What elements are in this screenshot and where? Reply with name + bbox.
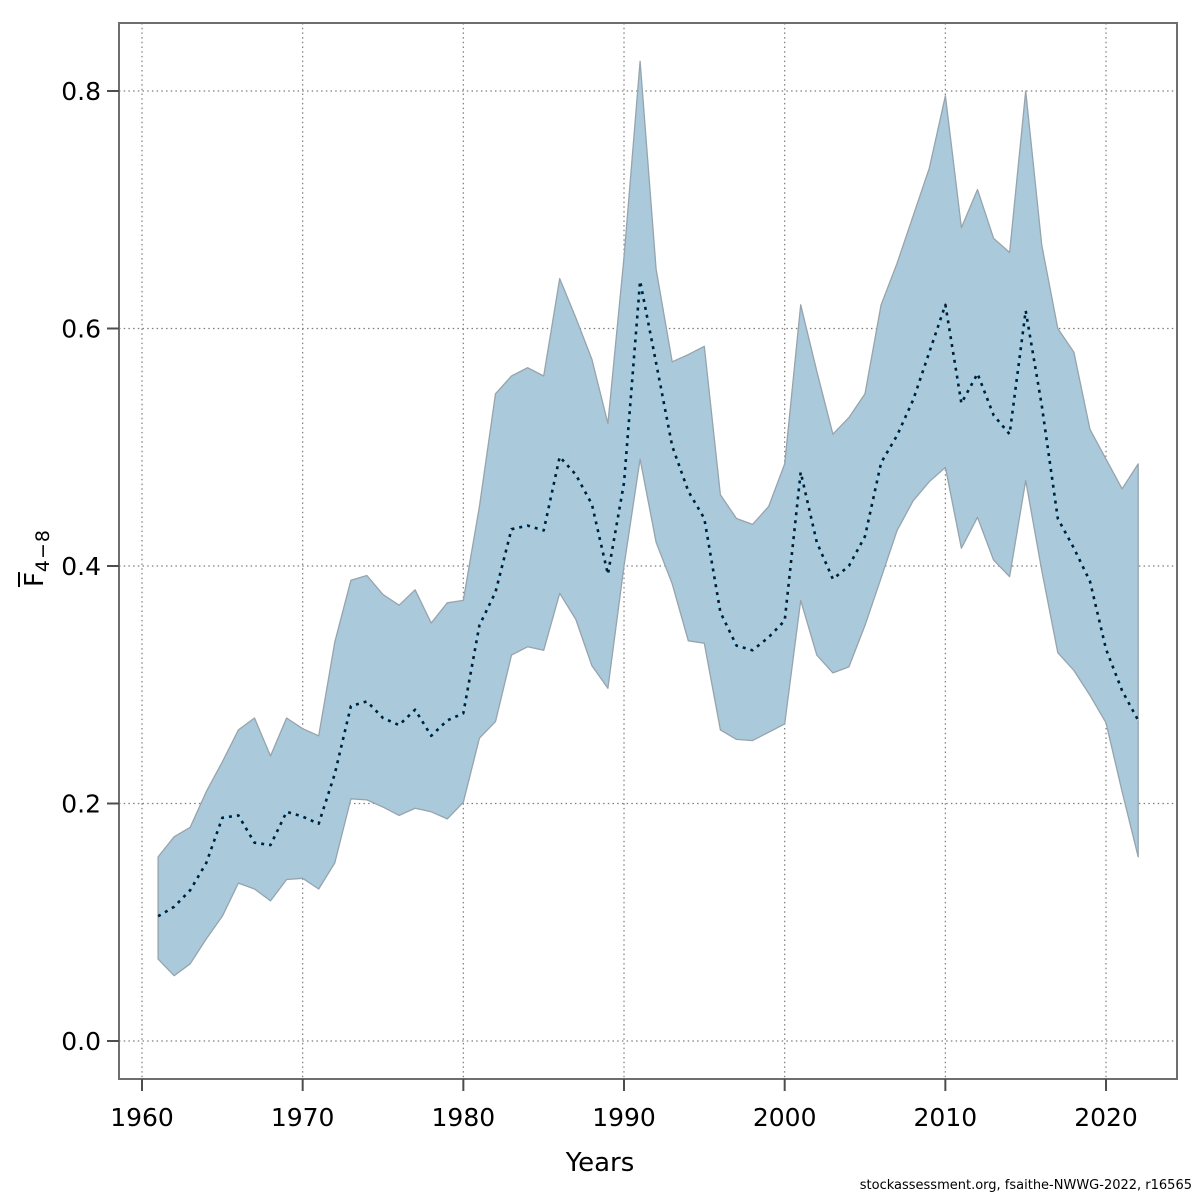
y-tick-label: 0.0 [61, 1027, 101, 1056]
x-tick-label: 1990 [592, 1103, 656, 1132]
y-tick-label: 0.8 [61, 77, 101, 106]
y-axis-title-symbol: F [20, 572, 50, 588]
x-tick-label: 1980 [432, 1103, 496, 1132]
y-axis-title-subscript: 4−8 [32, 528, 54, 573]
mean-line-dotted [157, 279, 1140, 918]
x-tick-label: 2000 [753, 1103, 817, 1132]
x-tick-label: 2020 [1074, 1103, 1138, 1132]
y-tick-label: 0.6 [61, 315, 101, 344]
source-footnote: stockassessment.org, fsaithe-NWWG-2022, … [859, 1178, 1192, 1193]
x-tick-label: 2010 [914, 1103, 978, 1132]
y-axis-title: F4−8 [20, 488, 54, 628]
y-tick-label: 0.2 [61, 790, 101, 819]
y-tick-label: 0.4 [61, 552, 101, 581]
x-axis-title: Years [565, 1148, 635, 1178]
x-tick-label: 1960 [110, 1103, 174, 1132]
x-tick-label: 1970 [271, 1103, 335, 1132]
confidence-band [157, 60, 1139, 977]
plot-frame [118, 22, 1178, 1080]
